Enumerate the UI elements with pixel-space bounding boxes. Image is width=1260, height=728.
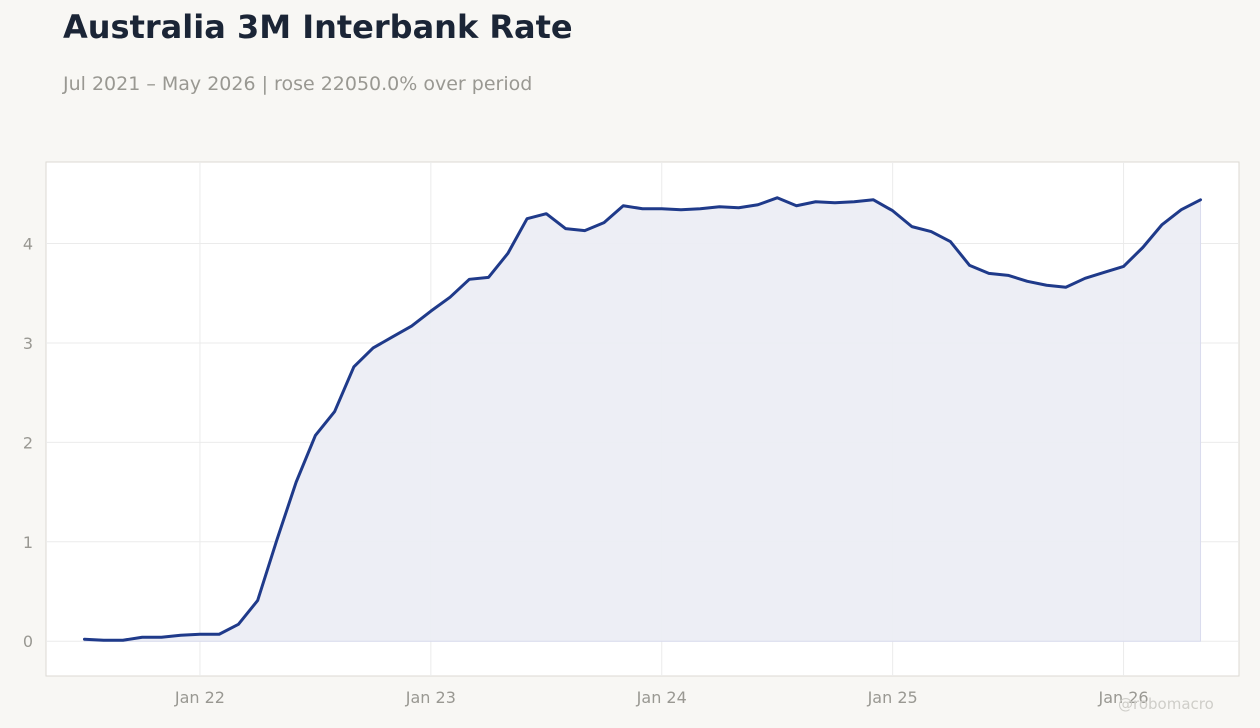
data-point xyxy=(1045,284,1048,287)
data-point xyxy=(1026,280,1029,283)
data-point xyxy=(756,203,759,206)
data-point xyxy=(372,346,375,349)
y-tick-label: 2 xyxy=(23,433,33,452)
data-point xyxy=(564,227,567,230)
data-point xyxy=(987,272,990,275)
watermark: @robomacro xyxy=(1118,695,1214,713)
data-point xyxy=(660,207,663,210)
data-point xyxy=(1064,286,1067,289)
chart-subtitle: Jul 2021 – May 2026 | rose 22050.0% over… xyxy=(63,73,533,95)
data-point xyxy=(930,230,933,233)
data-point xyxy=(429,310,432,313)
data-point xyxy=(1084,277,1087,280)
data-point xyxy=(160,636,163,639)
data-point xyxy=(814,200,817,203)
y-tick-label: 3 xyxy=(23,334,33,353)
data-point xyxy=(583,229,586,232)
data-point xyxy=(506,252,509,255)
x-tick-label: Jan 22 xyxy=(174,688,225,707)
data-point xyxy=(968,264,971,267)
line-layer xyxy=(82,196,1203,642)
data-point xyxy=(1103,271,1106,274)
y-tick-label: 4 xyxy=(23,235,33,254)
data-point xyxy=(1199,198,1202,201)
data-point xyxy=(275,538,278,541)
chart-title: Australia 3M Interbank Rate xyxy=(63,8,573,46)
data-point xyxy=(833,201,836,204)
data-point xyxy=(198,633,201,636)
data-point xyxy=(853,200,856,203)
data-point xyxy=(776,196,779,199)
data-point xyxy=(179,634,182,637)
data-point xyxy=(641,207,644,210)
data-point xyxy=(237,623,240,626)
data-point xyxy=(352,365,355,368)
data-point xyxy=(295,481,298,484)
data-point xyxy=(83,638,86,641)
x-tick-label: Jan 25 xyxy=(867,688,918,707)
x-tick-label: Jan 24 xyxy=(636,688,687,707)
data-point xyxy=(1180,208,1183,211)
data-point xyxy=(622,204,625,207)
data-point xyxy=(545,212,548,215)
data-point xyxy=(314,434,317,437)
y-tick-label: 0 xyxy=(23,632,33,651)
data-point xyxy=(487,276,490,279)
data-point xyxy=(679,208,682,211)
data-point xyxy=(795,204,798,207)
data-point xyxy=(449,296,452,299)
data-point xyxy=(737,206,740,209)
y-axis-ticks: 0 1 2 3 4 xyxy=(23,235,33,652)
data-point xyxy=(603,221,606,224)
data-point xyxy=(468,278,471,281)
data-point xyxy=(910,225,913,228)
data-point xyxy=(410,325,413,328)
data-point xyxy=(526,217,529,220)
x-tick-label: Jan 26 xyxy=(1097,688,1148,707)
data-point xyxy=(218,633,221,636)
data-point xyxy=(141,636,144,639)
x-tick-label: Jan 23 xyxy=(405,688,456,707)
data-point xyxy=(891,209,894,212)
data-point xyxy=(1007,274,1010,277)
series-line xyxy=(82,196,1203,642)
data-point xyxy=(1122,265,1125,268)
data-point xyxy=(121,639,124,642)
data-point xyxy=(699,207,702,210)
data-point xyxy=(1161,223,1164,226)
data-point xyxy=(391,335,394,338)
y-tick-label: 1 xyxy=(23,533,33,552)
data-point xyxy=(102,639,105,642)
data-point xyxy=(256,599,259,602)
data-point xyxy=(333,410,336,413)
data-point xyxy=(718,205,721,208)
data-point xyxy=(949,240,952,243)
x-axis-ticks: Jan 22 Jan 23 Jan 24 Jan 25 Jan 26 xyxy=(174,688,1149,707)
data-point xyxy=(872,198,875,201)
data-point xyxy=(1141,246,1144,249)
